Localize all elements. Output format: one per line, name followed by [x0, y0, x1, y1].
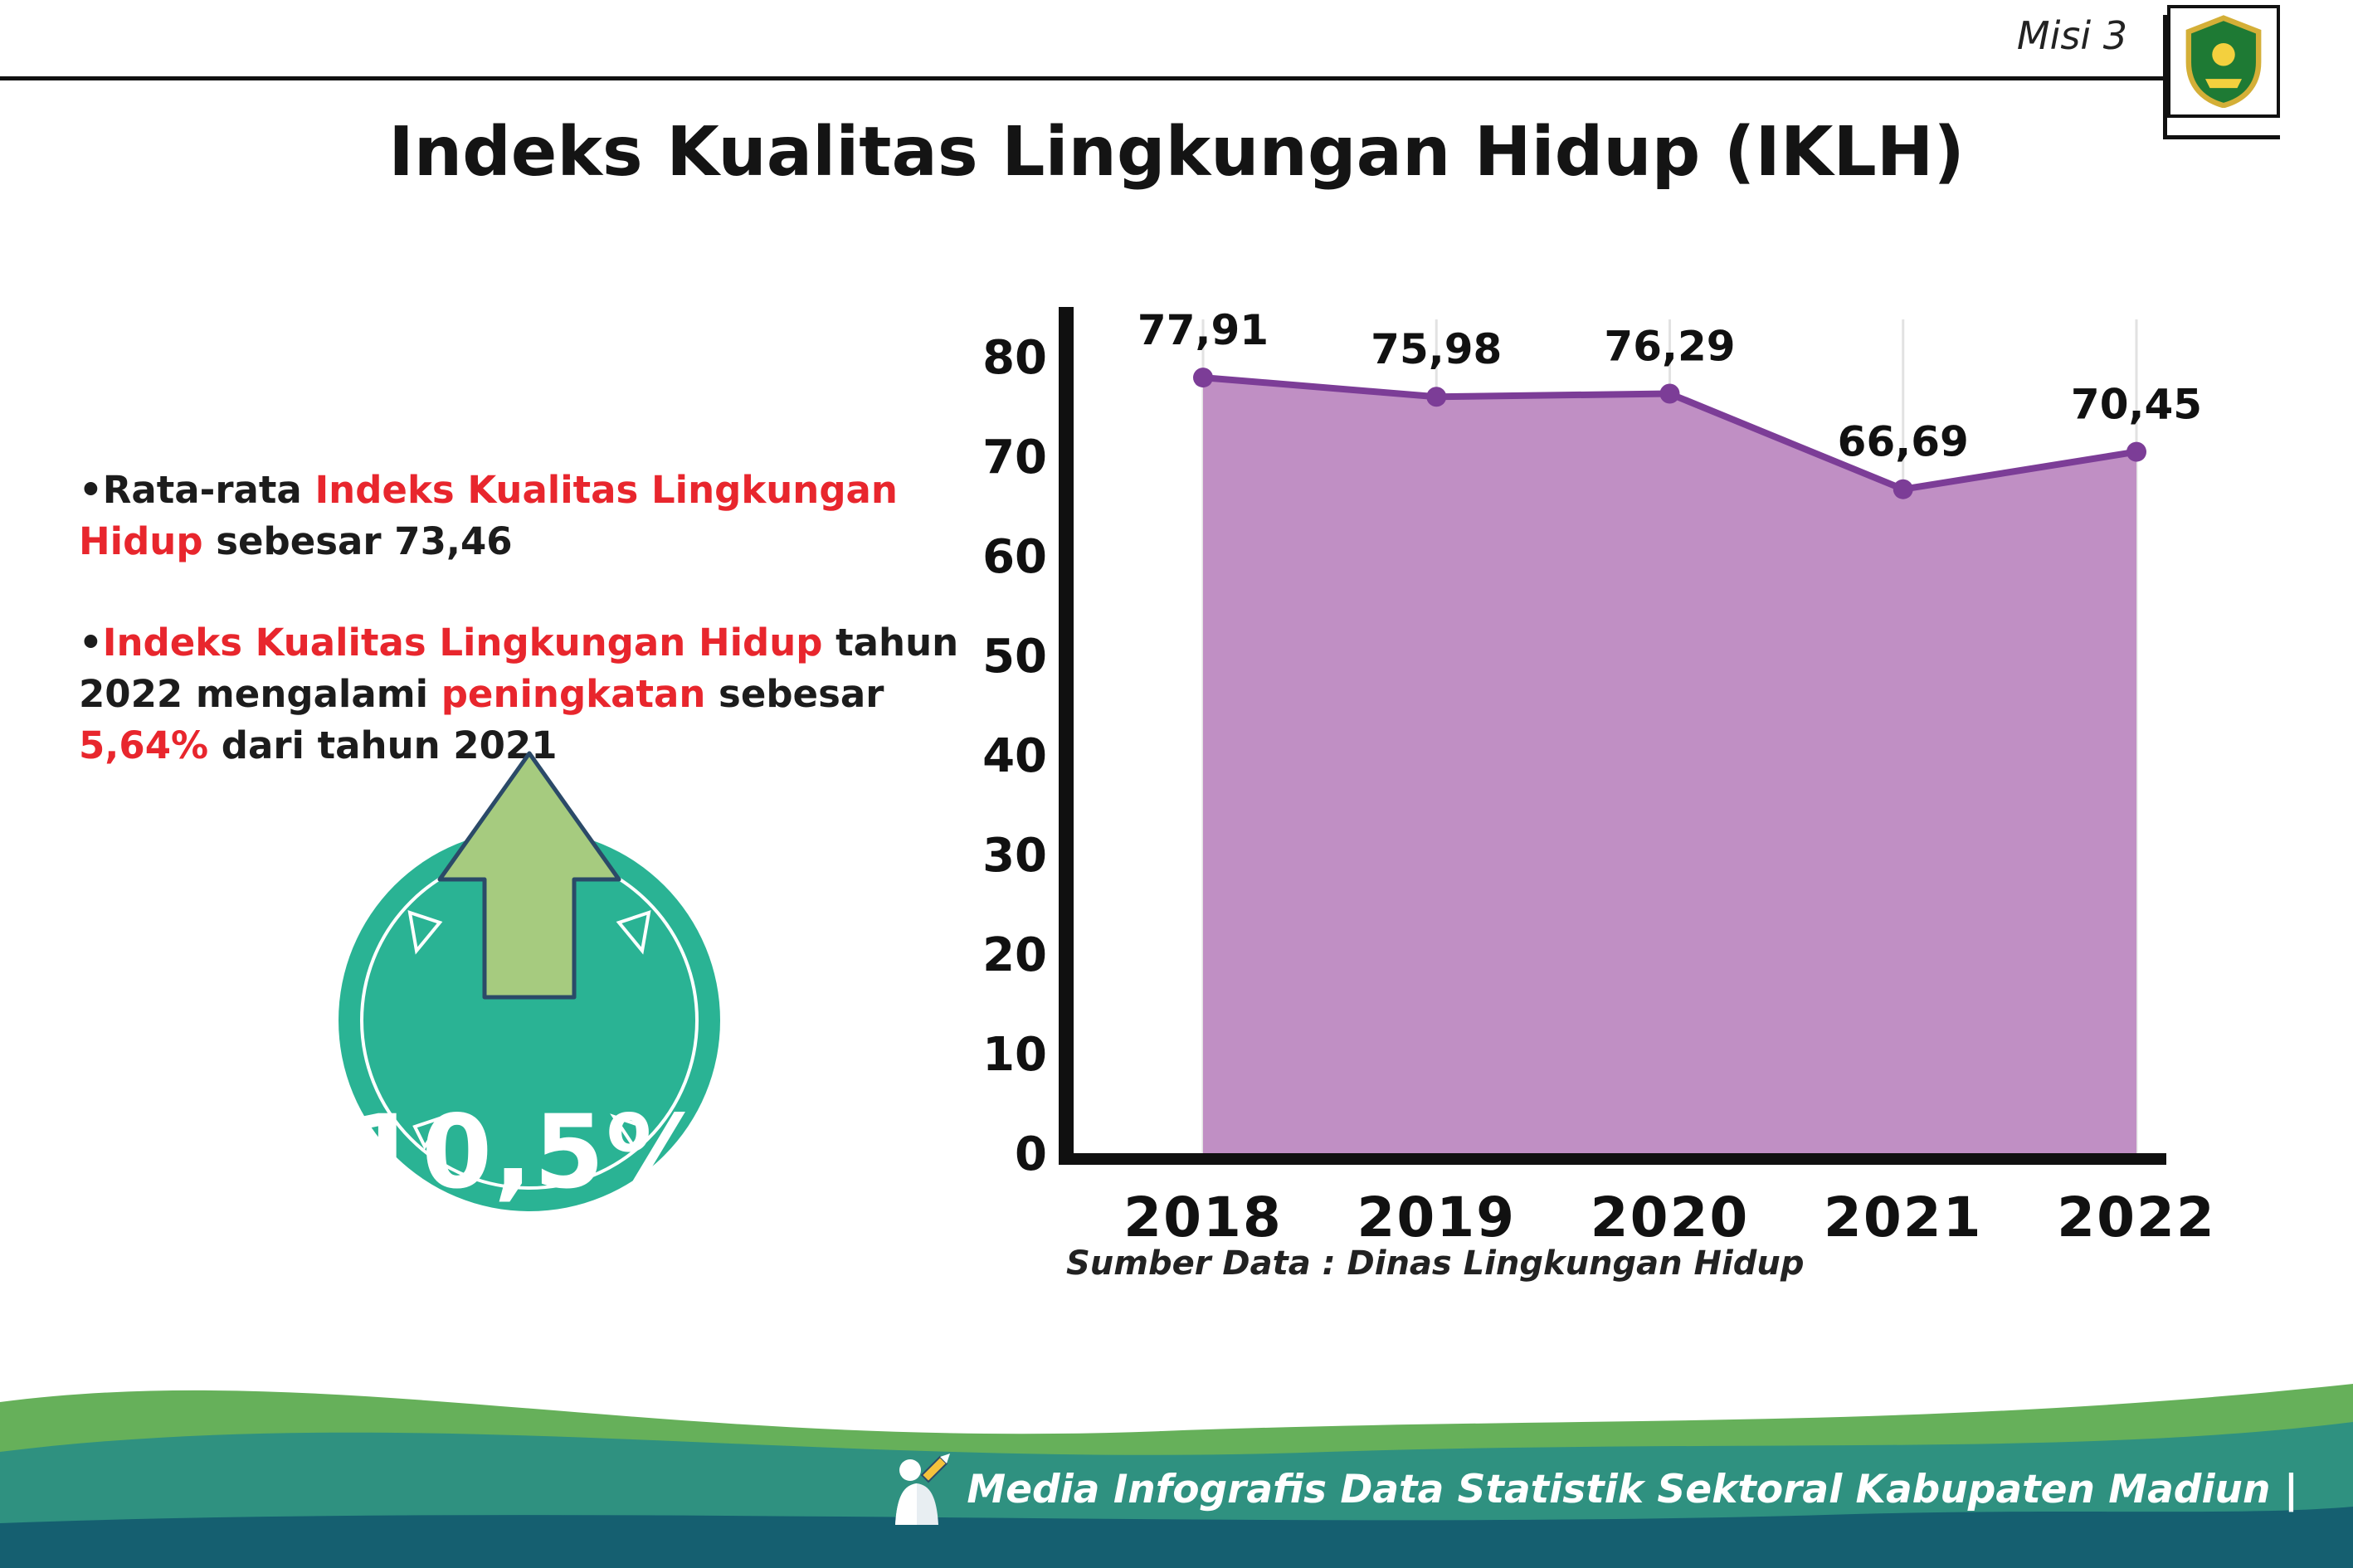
svg-text:70: 70 [982, 431, 1047, 485]
page-title: Indeks Kualitas Lingkungan Hidup (IKLH) [388, 113, 1965, 192]
svg-text:80: 80 [982, 331, 1047, 385]
kabupaten-madiun-logo [2167, 5, 2280, 118]
bullet-increase-2022: •Indeks Kualitas Lingkungan Hidup tahun … [79, 617, 987, 772]
logo-bracket-vertical [2163, 15, 2167, 139]
svg-text:76,29: 76,29 [1604, 323, 1735, 371]
bullet-text: tahun 2022 mengalami [79, 621, 959, 717]
svg-text:50: 50 [982, 630, 1047, 684]
iklh-area-chart: 0 10 20 30 40 50 60 70 80 77,91 75,98 76,29 66,69 70,… [982, 306, 2216, 1249]
bullet-text-highlight: peningkatan [441, 672, 706, 717]
mascot-icon [895, 1454, 951, 1525]
increase-arrow-icon [437, 751, 621, 1000]
bullet-text: •Rata-rata [79, 468, 315, 512]
svg-text:2019: 2019 [1357, 1186, 1516, 1249]
increase-percentage-badge: 10,5% [317, 747, 742, 1213]
svg-text:20: 20 [982, 928, 1047, 982]
tick-triangle-icon [407, 910, 443, 955]
tick-triangle-icon [610, 1113, 646, 1150]
svg-text:60: 60 [982, 530, 1047, 584]
summary-bullets: •Rata-rata Indeks Kualitas Lingkungan Hi… [79, 465, 987, 772]
svg-text:0: 0 [1015, 1127, 1047, 1181]
footer: Media Infografis Data Statistik Sektoral… [0, 1352, 2353, 1568]
bullet-average-iklh: •Rata-rata Indeks Kualitas Lingkungan Hi… [79, 465, 987, 567]
svg-text:40: 40 [982, 729, 1047, 783]
logo-bracket-horizontal [2163, 135, 2280, 139]
data-source-caption: Sumber Data : Dinas Lingkungan Hidup [1066, 1244, 1805, 1283]
svg-text:10: 10 [982, 1028, 1047, 1082]
crest-icon [2185, 15, 2262, 108]
bullet-text-highlight: Indeks Kualitas Lingkungan Hidup [102, 621, 823, 665]
svg-text:75,98: 75,98 [1371, 325, 1502, 373]
svg-text:2022: 2022 [2057, 1186, 2216, 1249]
bullet-text-highlight: 5,64% [79, 723, 209, 768]
svg-text:2020: 2020 [1591, 1186, 1750, 1249]
header-divider [0, 76, 2167, 80]
footer-wave-decoration [0, 1384, 2353, 1568]
tick-triangle-icon [616, 910, 651, 955]
svg-text:30: 30 [982, 829, 1047, 883]
tick-triangle-icon [412, 1113, 449, 1150]
increase-percentage-value: 10,5% [349, 1093, 709, 1211]
bullet-text-highlight: Indeks Kualitas Lingkungan Hidup [79, 468, 898, 564]
iklh-chart-container: 0 10 20 30 40 50 60 70 80 77,91 75,98 76,29 66,69 70,… [979, 274, 2240, 1257]
bullet-text: sebesar [705, 672, 884, 717]
misi-label: Misi 3 [2016, 13, 2127, 58]
badge-graphic [339, 751, 720, 1211]
svg-text:70,45: 70,45 [2071, 381, 2202, 429]
footer-credit-text: Media Infografis Data Statistik Sektoral… [967, 1466, 2298, 1512]
bullet-text: sebesar 73,46 [202, 519, 513, 564]
svg-text:77,91: 77,91 [1138, 306, 1269, 354]
svg-text:2021: 2021 [1824, 1186, 1983, 1249]
svg-text:2018: 2018 [1123, 1186, 1283, 1249]
footer-credit: Media Infografis Data Statistik Sektoral… [889, 1454, 2298, 1525]
bullet-text: dari tahun 2021 [208, 723, 558, 768]
bullet-text: • [79, 621, 103, 665]
svg-text:66,69: 66,69 [1838, 418, 1969, 466]
